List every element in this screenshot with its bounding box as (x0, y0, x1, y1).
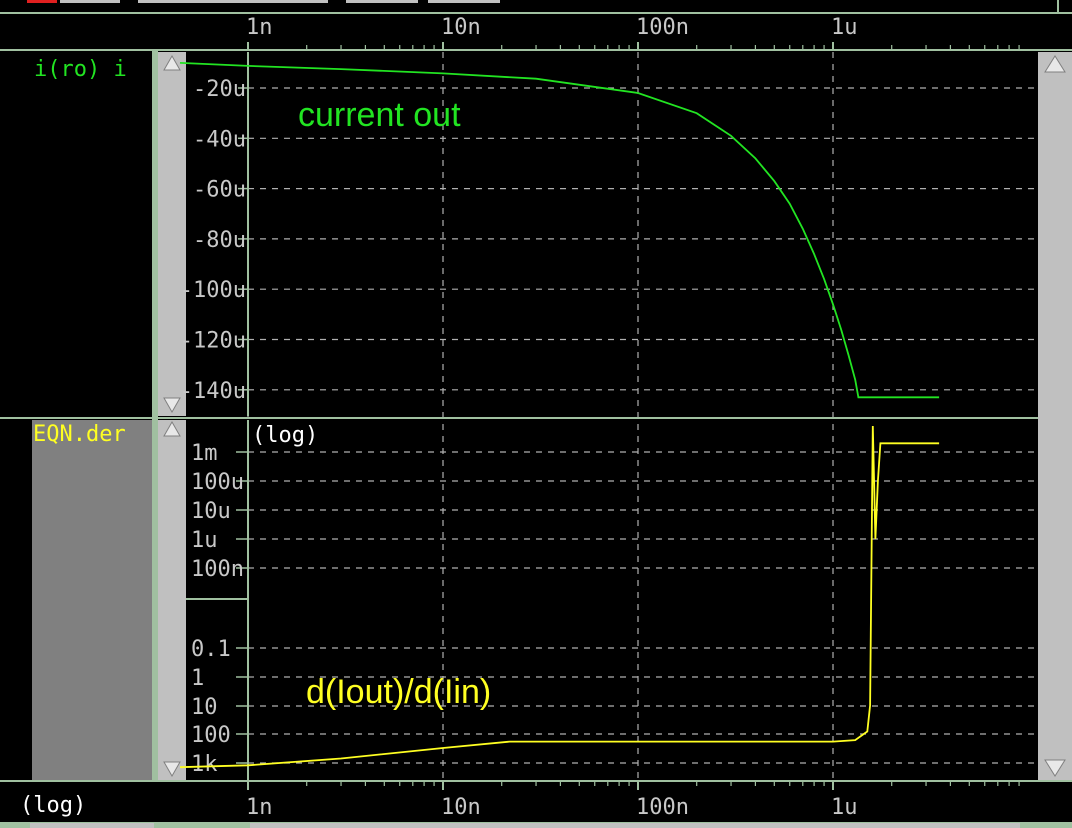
x-tick-label: 100n (636, 15, 689, 40)
bottom-scroll-thumb[interactable] (30, 823, 154, 828)
scroll-up-arrow-icon[interactable] (163, 54, 181, 71)
scroll-down-arrow-icon[interactable] (163, 397, 181, 414)
scroll-down-arrow-icon[interactable] (163, 761, 181, 778)
trace-derivative (179, 425, 940, 769)
y-tick-label: -140u (180, 379, 246, 404)
bottom-y-axis: 1m 100u 10u 1u 100n 0.1 1 10 100 1k (191, 420, 249, 780)
x-tick-label: 10n (441, 15, 481, 40)
bottom-left-scrollbar[interactable] (158, 420, 186, 780)
y-tick-label: -120u (180, 329, 246, 354)
toolbar-button[interactable] (138, 0, 328, 3)
window-strip (0, 0, 1072, 14)
bottom-y-mode-label: (log) (252, 423, 318, 448)
y-tick-label: 100n (191, 557, 244, 582)
y-tick-label: -60u (193, 178, 246, 203)
bottom-signal-label[interactable]: EQN.der (33, 422, 126, 447)
x-tick-label: 1n (246, 15, 273, 40)
x-tick-label: 1u (831, 795, 858, 820)
y-tick-label: 10 (191, 695, 218, 720)
top-x-axis: 1n 10n 100n 1u (246, 15, 1020, 50)
top-annotation: current out (298, 96, 461, 134)
right-scrollbar[interactable] (1038, 52, 1072, 780)
y-tick-label: -40u (193, 127, 246, 152)
y-tick-label: 1u (191, 528, 218, 553)
scroll-up-arrow-icon[interactable] (1044, 55, 1066, 73)
x-tick-label: 1n (246, 795, 273, 820)
y-tick-label: -20u (193, 77, 246, 102)
y-tick-label: 100 (191, 723, 231, 748)
y-tick-label: 0.1 (191, 637, 231, 662)
x-tick-label: 100n (636, 795, 689, 820)
traces (179, 62, 940, 769)
bottom-annotation: d(Iout)/d(Iin) (306, 673, 491, 711)
grid (247, 52, 1038, 780)
x-mode-label[interactable]: (log) (20, 793, 86, 818)
top-y-axis: -20u -40u -60u -80u -100u -120u -140u (180, 52, 249, 416)
y-tick-label: 1k (191, 752, 218, 777)
top-left-scrollbar[interactable] (158, 52, 186, 416)
bottom-label-pane (32, 420, 152, 780)
bottom-scroll-thumb[interactable] (250, 823, 1020, 828)
y-tick-label: -100u (180, 278, 246, 303)
red-indicator (27, 0, 57, 3)
toolbar-button[interactable] (428, 0, 500, 3)
scroll-down-arrow-icon[interactable] (1044, 759, 1066, 777)
y-tick-label: -80u (193, 228, 246, 253)
y-tick-label: 100u (191, 470, 244, 495)
y-tick-label: 10u (191, 499, 231, 524)
x-tick-label: 1u (831, 15, 858, 40)
x-tick-label: 10n (441, 795, 481, 820)
y-tick-label: 1 (191, 666, 204, 691)
top-signal-label[interactable]: i(ro) i (34, 57, 127, 82)
bottom-x-axis: 1n 10n 100n 1u (246, 781, 1020, 820)
scroll-up-arrow-icon[interactable] (163, 420, 181, 437)
toolbar-button[interactable] (346, 0, 418, 3)
trace-current-out (179, 62, 940, 399)
y-tick-label: 1m (191, 441, 218, 466)
pane-divider (152, 51, 158, 780)
top-label-pane (0, 51, 152, 417)
toolbar-button[interactable] (60, 0, 120, 3)
